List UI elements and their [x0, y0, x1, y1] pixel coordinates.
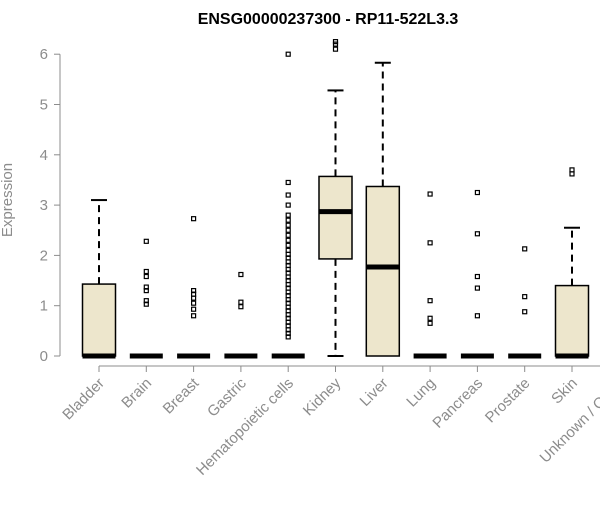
y-tick-label: 6	[40, 46, 48, 63]
outlier-point	[475, 232, 479, 236]
outlier-point	[192, 296, 196, 300]
box-prostate	[508, 247, 541, 356]
outlier-point	[570, 172, 574, 176]
outlier-point	[286, 180, 290, 184]
y-tick-label: 0	[40, 348, 48, 365]
y-tick-label: 1	[40, 298, 48, 315]
outlier-point	[192, 217, 196, 221]
outlier-point	[570, 168, 574, 172]
x-tick-label: Kidney	[300, 374, 345, 419]
outlier-point	[192, 314, 196, 318]
x-tick-label: Pancreas	[429, 375, 486, 432]
y-tick-label: 3	[40, 197, 48, 214]
outlier-point	[286, 238, 290, 242]
outlier-point	[286, 243, 290, 247]
box-body	[319, 176, 352, 258]
box-body	[366, 186, 399, 356]
x-tick-label: Breast	[160, 374, 203, 417]
x-tick-label: Gastric	[204, 374, 250, 420]
box-breast	[177, 217, 210, 356]
outlier-point	[428, 192, 432, 196]
box-hematopoietic-cells	[272, 52, 305, 356]
outlier-point	[239, 273, 243, 277]
outlier-point	[286, 213, 290, 217]
outlier-point	[428, 316, 432, 320]
outlier-point	[286, 233, 290, 237]
outlier-point	[475, 191, 479, 195]
plot-area	[83, 40, 600, 356]
x-tick-label: Brain	[118, 375, 155, 412]
outlier-point	[286, 218, 290, 222]
outlier-point	[239, 300, 243, 304]
x-tick-label: Skin	[548, 375, 581, 408]
outlier-point	[286, 228, 290, 232]
box-brain	[130, 239, 163, 356]
box-body	[83, 284, 116, 356]
box-lung	[414, 192, 447, 356]
box-kidney	[319, 40, 352, 356]
outlier-point	[428, 299, 432, 303]
outlier-point	[286, 223, 290, 227]
outlier-point	[192, 301, 196, 305]
outlier-point	[428, 241, 432, 245]
outlier-point	[475, 275, 479, 279]
chart-title: ENSG00000237300 - RP11-522L3.3	[198, 11, 459, 28]
y-axis-label: Expression	[0, 163, 16, 237]
outlier-point	[523, 310, 527, 314]
box-body	[556, 286, 589, 356]
y-axis: 0 1 2 3 4 5 6	[40, 46, 60, 365]
outlier-point	[144, 275, 148, 279]
y-tick-label: 5	[40, 97, 48, 114]
outlier-point	[428, 321, 432, 325]
x-tick-label: Prostate	[482, 375, 534, 427]
outlier-point	[475, 314, 479, 318]
outlier-point	[239, 305, 243, 309]
box-bladder	[83, 200, 116, 356]
box-liver	[366, 63, 399, 356]
outlier-point	[192, 307, 196, 311]
outlier-point	[286, 203, 290, 207]
outlier-point	[144, 239, 148, 243]
box-gastric	[224, 273, 257, 356]
y-tick-label: 4	[40, 147, 48, 164]
x-tick-label: Liver	[357, 375, 392, 410]
y-tick-label: 2	[40, 247, 48, 264]
outlier-point	[286, 193, 290, 197]
x-tick-label: Lung	[403, 375, 439, 411]
outlier-point	[523, 247, 527, 251]
outlier-point	[144, 269, 148, 273]
box-pancreas	[461, 191, 494, 356]
outlier-point	[523, 295, 527, 299]
outlier-point	[334, 47, 338, 51]
outlier-point	[286, 52, 290, 56]
outlier-point	[286, 248, 290, 252]
box-skin	[556, 168, 589, 356]
outlier-point	[475, 286, 479, 290]
x-tick-label: Bladder	[59, 375, 108, 424]
